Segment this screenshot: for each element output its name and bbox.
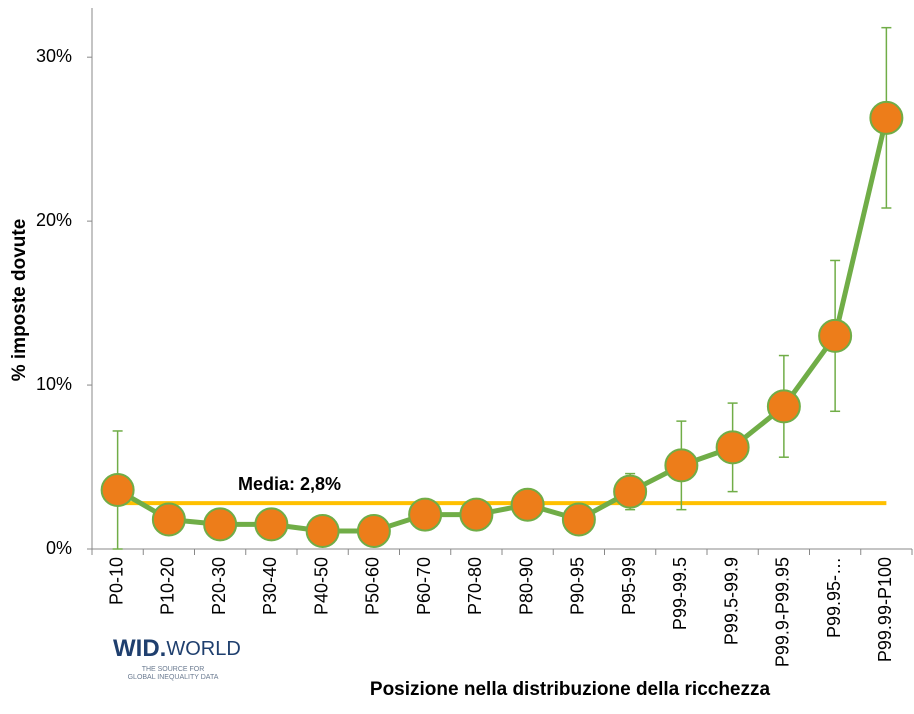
data-point bbox=[818, 318, 853, 353]
data-point bbox=[869, 100, 904, 135]
data-point bbox=[561, 502, 596, 537]
data-point bbox=[664, 448, 699, 483]
x-tick-label: P0-10 bbox=[106, 557, 126, 605]
x-tick-label: P60-70 bbox=[414, 557, 434, 615]
data-point bbox=[356, 513, 391, 548]
y-axis-label: % imposte dovute bbox=[9, 219, 30, 382]
x-tick-label: P10-20 bbox=[158, 557, 178, 615]
x-tick-label: P99-99.5 bbox=[670, 557, 690, 630]
y-tick-label: 0% bbox=[46, 538, 72, 558]
y-tick-label: 30% bbox=[36, 46, 72, 66]
data-point bbox=[613, 474, 648, 509]
mean-label: Media: 2,8% bbox=[238, 474, 341, 494]
x-tick-label: P90-95 bbox=[568, 557, 588, 615]
data-point bbox=[510, 487, 545, 522]
x-tick-label: P40-50 bbox=[311, 557, 331, 615]
data-point bbox=[100, 472, 135, 507]
data-line bbox=[116, 117, 889, 534]
x-tick-label: P80-90 bbox=[516, 557, 536, 615]
data-point bbox=[254, 507, 289, 542]
data-point bbox=[715, 430, 750, 465]
x-axis-label: Posizione nella distribuzione della ricc… bbox=[370, 679, 771, 700]
y-tick-label: 20% bbox=[36, 210, 72, 230]
x-tick-label: P99.95-… bbox=[824, 557, 844, 638]
data-point bbox=[459, 497, 494, 532]
logo-name-light: WORLD bbox=[166, 638, 240, 660]
logo-name: WID.WORLD bbox=[113, 635, 241, 662]
data-point bbox=[305, 513, 340, 548]
x-tick-label: P70-80 bbox=[465, 557, 485, 615]
data-point bbox=[151, 502, 186, 537]
x-tick-label: P20-30 bbox=[209, 557, 229, 615]
data-point bbox=[766, 389, 801, 424]
logo-tagline: THE SOURCE FOR bbox=[142, 666, 205, 673]
y-tick-label: 10% bbox=[36, 374, 72, 394]
logo-name-bold: WID. bbox=[113, 635, 166, 662]
data-point bbox=[408, 497, 443, 532]
x-tick-label: P95-99 bbox=[619, 557, 639, 615]
x-tick-label: P99.9-P99.95 bbox=[773, 557, 793, 667]
x-tick-label: P30-40 bbox=[260, 557, 280, 615]
x-tick-label: P99.99-P100 bbox=[875, 557, 895, 662]
x-tick-label: P99.5-99.9 bbox=[721, 557, 741, 645]
logo-tagline: GLOBAL INEQUALITY DATA bbox=[128, 674, 219, 681]
x-tick-label: P50-60 bbox=[363, 557, 383, 615]
data-point bbox=[203, 507, 238, 542]
logo: WID.WORLD THE SOURCE FOR GLOBAL INEQUALI… bbox=[113, 635, 241, 681]
